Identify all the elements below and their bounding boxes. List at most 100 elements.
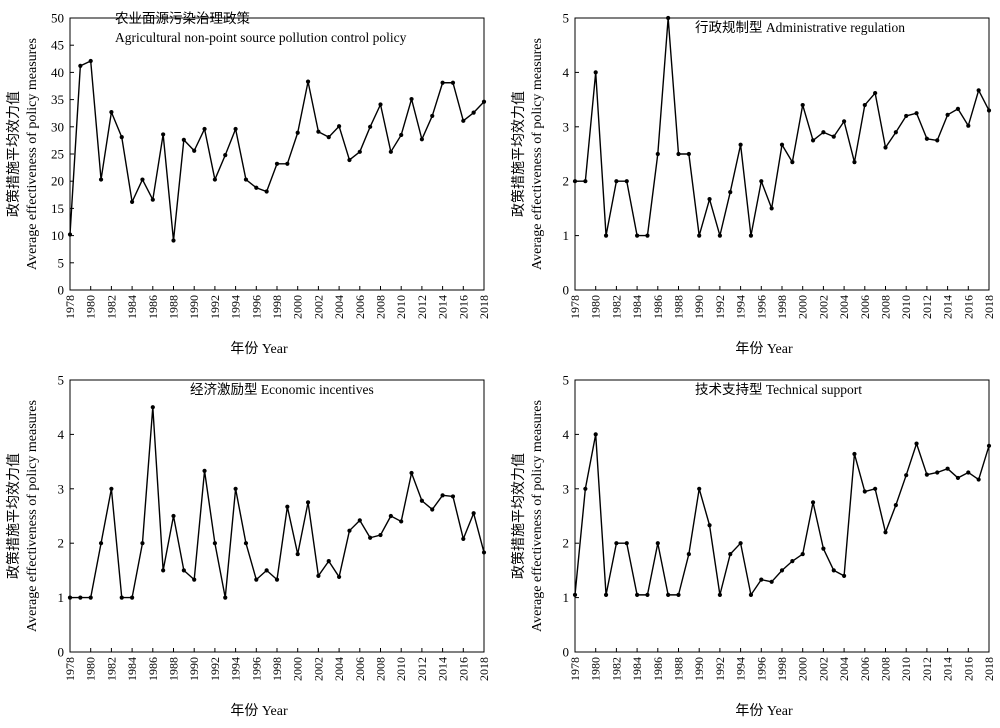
y-axis-label-zh: 政策措施平均效力值 (510, 91, 527, 217)
data-point (759, 179, 764, 184)
data-point (78, 595, 83, 600)
x-tick-label: 2008 (879, 295, 893, 319)
panel-title: 经济激励型 Economic incentives (190, 382, 374, 397)
x-tick-label: 2014 (941, 657, 955, 681)
data-point (285, 161, 290, 166)
data-point (810, 500, 816, 505)
x-tick-label: 2004 (837, 295, 851, 319)
x-tick-label: 1984 (125, 657, 139, 681)
x-tick-label: 1992 (713, 657, 727, 681)
data-point (471, 110, 476, 115)
data-point (790, 559, 795, 564)
data-point (821, 130, 826, 135)
panel-title: 技术支持型 Technical support (695, 382, 862, 397)
data-point (624, 541, 629, 546)
x-tick-label: 2010 (394, 295, 408, 319)
x-tick-label: 2008 (374, 657, 388, 681)
y-tick-label: 1 (563, 590, 570, 605)
y-tick-label: 30 (51, 119, 64, 134)
x-tick-label: 1978 (63, 657, 77, 681)
data-point (572, 592, 578, 597)
x-tick-label: 2002 (311, 657, 325, 681)
y-axis-label-en: Average effectiveness of policy measures (25, 400, 40, 632)
data-point (223, 152, 228, 158)
data-point (481, 99, 487, 104)
x-tick-label: 1994 (229, 657, 243, 681)
x-tick-label: 2004 (837, 657, 851, 681)
x-tick-label: 2002 (816, 295, 830, 319)
data-point (583, 486, 588, 491)
data-point (67, 232, 73, 237)
x-tick-label: 2002 (311, 295, 325, 319)
data-point (862, 102, 867, 108)
data-point (935, 470, 940, 475)
data-point (461, 118, 466, 123)
data-point (67, 595, 73, 600)
data-point (264, 189, 269, 194)
x-tick-label: 2016 (456, 295, 470, 319)
x-tick-label: 2006 (858, 295, 872, 319)
x-tick-label: 2018 (477, 295, 491, 319)
y-tick-label: 40 (51, 65, 64, 80)
data-point (419, 498, 424, 503)
y-tick-label: 45 (51, 38, 64, 53)
y-tick-label: 10 (51, 228, 64, 243)
data-point (655, 541, 660, 546)
data-point (935, 138, 940, 143)
x-axis-label: 年份 Year (230, 703, 288, 719)
chart-panel-4: 0 1 2 3 4 5 1978 1980 1982 1984 1986 1988 1990 1992 19… (510, 373, 996, 720)
series-line (69, 60, 485, 242)
data-point (305, 79, 311, 84)
x-tick-label: 2004 (332, 657, 346, 681)
data-point (368, 124, 373, 129)
data-point (192, 148, 197, 153)
data-point (285, 504, 290, 509)
data-point (707, 523, 712, 528)
x-tick-label: 1982 (609, 295, 623, 319)
x-tick-label: 2014 (436, 295, 450, 319)
data-point (181, 137, 186, 142)
data-point (945, 112, 950, 117)
data-point (243, 541, 249, 546)
data-point (748, 592, 754, 597)
x-tick-label: 1980 (84, 295, 98, 319)
x-axis-label: 年份 Year (735, 703, 793, 719)
y-tick-label: 1 (563, 228, 570, 243)
data-point (202, 468, 207, 473)
data-point (862, 489, 867, 494)
plot-frame (574, 379, 990, 653)
x-axis-label: 年份 Year (735, 341, 793, 357)
data-point (593, 432, 598, 437)
x-tick-label: 2012 (920, 295, 934, 319)
data-point (603, 592, 609, 597)
data-point (326, 559, 331, 564)
x-tick-label: 2018 (982, 657, 996, 681)
data-point (98, 541, 104, 546)
data-point (212, 177, 217, 182)
x-tick-label: 2014 (436, 657, 450, 681)
x-tick-label: 1996 (754, 657, 768, 681)
x-tick-label: 1990 (187, 295, 201, 319)
y-axis-label-en: Average effectiveness of policy measures (530, 38, 545, 270)
y-tick-label: 3 (563, 119, 570, 134)
x-tick-label: 1992 (208, 657, 222, 681)
panel-title: 农业面源污染治理政策 (115, 10, 250, 26)
data-point (904, 473, 909, 478)
data-point (161, 568, 166, 573)
x-tick-label: 2010 (394, 657, 408, 681)
x-tick-label: 2000 (291, 657, 305, 681)
data-point (223, 595, 228, 600)
data-point (212, 541, 217, 546)
x-tick-label: 2012 (920, 657, 934, 681)
y-tick-label: 0 (58, 283, 65, 298)
data-point (603, 233, 609, 238)
data-point (955, 475, 961, 481)
data-point (233, 126, 238, 132)
panel-title-zh: 技术支持型 (695, 382, 763, 397)
data-point (357, 518, 362, 523)
x-tick-label: 2018 (982, 295, 996, 319)
y-tick-label: 5 (58, 373, 65, 388)
data-point (614, 541, 619, 546)
panel-title-en: Economic incentives (258, 382, 374, 397)
data-point (666, 15, 671, 21)
